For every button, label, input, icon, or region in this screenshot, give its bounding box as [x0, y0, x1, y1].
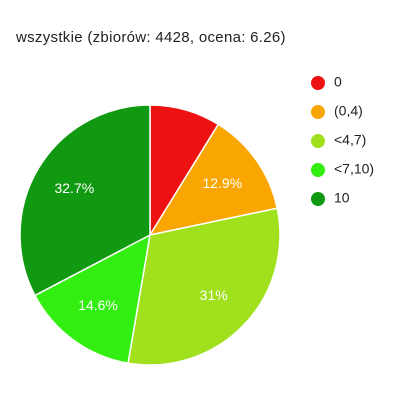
- pie-slice: [33, 233, 151, 365]
- pie-slice: [148, 123, 279, 237]
- pie-slice: [19, 104, 151, 297]
- legend-marker: [311, 105, 325, 119]
- legend-label: (0,4): [334, 103, 363, 119]
- legend-label: 10: [334, 190, 350, 206]
- legend-label: 0: [334, 74, 342, 90]
- chart-title: wszystkie (zbiorów: 4428, ocena: 6.26): [15, 29, 286, 46]
- legend-marker: [311, 163, 325, 177]
- slice-label: 32.7%: [54, 180, 94, 196]
- slice-label: 12.9%: [202, 175, 242, 191]
- legend-label: <7,10): [334, 161, 374, 177]
- legend-label: <4,7): [334, 132, 366, 148]
- slice-label: 14.6%: [78, 297, 118, 313]
- legend-marker: [311, 192, 325, 206]
- legend-marker: [311, 76, 325, 90]
- pie-slice: [127, 207, 281, 366]
- legend-marker: [311, 134, 325, 148]
- slice-label: 31%: [200, 287, 228, 303]
